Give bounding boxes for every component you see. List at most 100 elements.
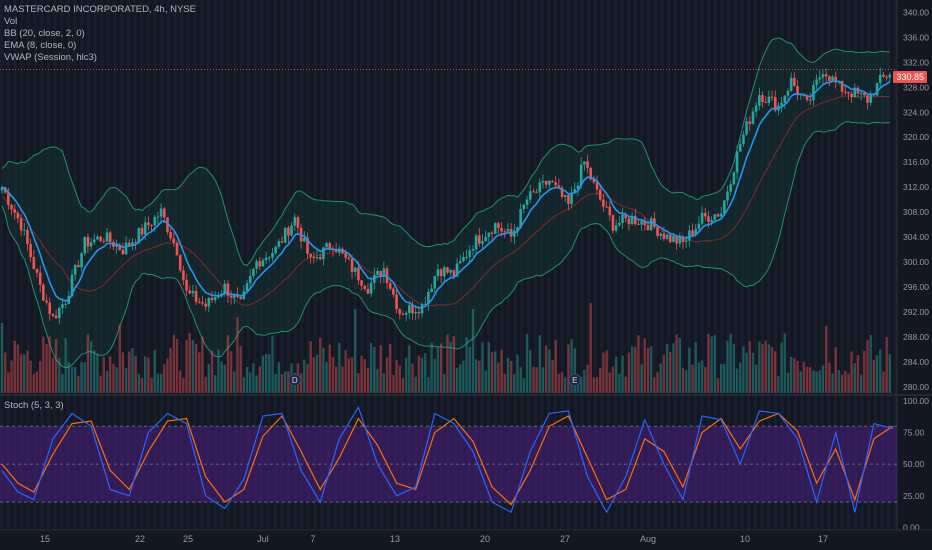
volume-bar [226,335,230,393]
session-band [446,0,451,530]
volume-bar [338,342,341,393]
session-band [833,0,838,530]
volume-bar [287,371,290,393]
volume-bar [522,377,526,393]
candle-body [828,76,831,82]
candle-body [847,91,850,94]
session-band [753,0,758,530]
candle-body [455,263,459,277]
event-marker-E [568,373,582,387]
legend-vol: Vol [4,16,18,27]
candle-body [379,271,382,277]
volume-bar [51,357,55,393]
candle-body [153,216,157,226]
volume-bar [392,374,395,393]
volume-bar [834,347,837,393]
volume-bar [700,360,704,393]
candle-body [92,239,96,243]
candle-body [723,200,726,214]
candle-body [312,256,316,259]
session-band [326,0,331,530]
volume-bar [347,358,351,393]
volume-bar [277,362,281,393]
volume-bar [45,344,48,393]
session-band [46,0,50,530]
candle-body [573,189,577,193]
candle-body [96,236,99,240]
volume-bar [809,367,812,393]
volume-bar [729,333,732,393]
volume-bar [799,371,802,393]
volume-bar [77,375,80,393]
session-band [533,0,537,530]
volume-bar [579,377,583,393]
session-band [266,0,271,530]
session-band [727,0,731,530]
volume-bar [19,354,23,393]
session-band [346,0,351,530]
candle-body [16,212,20,219]
session-band [60,0,64,530]
y-tick-label: 288.00 [903,332,929,342]
candle-body [548,180,551,185]
y-tick-label: 336.00 [903,32,929,42]
candle-body [274,246,277,254]
candle-body [866,95,869,103]
volume-bar [42,336,45,393]
candle-body [306,237,309,254]
volume-bar [602,352,605,393]
candle-body [344,253,347,258]
candle-body [3,187,7,193]
volume-bar [439,343,443,393]
candle-body [497,223,500,228]
volume-bar [414,376,417,393]
volume-bar [274,373,277,393]
candle-body [207,297,211,307]
candle-body [468,250,472,257]
candle-body [821,74,825,78]
candle-body [26,229,29,245]
volume-bar [735,368,739,393]
candle-body [201,302,204,304]
volume-bar [334,366,338,393]
session-band [173,0,177,530]
volume-bar [837,370,841,393]
candle-body [732,172,736,185]
volume-bar [443,374,446,393]
candle-body [293,217,297,226]
volume-bar [513,373,516,393]
volume-bar [121,352,125,393]
volume-bar [621,355,624,393]
volume-bar [599,367,602,393]
volume-bar [754,364,758,393]
candle-body [703,212,707,217]
candle-body [204,303,207,307]
candle-body [637,223,640,225]
session-band [220,0,224,530]
session-band [800,0,804,530]
volume-bar [532,366,535,393]
session-band [807,0,811,530]
candle-body [789,77,793,92]
candle-body [376,271,379,275]
volume-bar [341,366,344,393]
session-band [893,0,898,530]
candle-body [54,315,58,319]
session-band [540,0,544,530]
volume-bar [831,373,834,393]
candle-body [713,214,717,220]
session-band [6,0,10,530]
volume-bar [605,350,608,393]
volume-bar [198,352,201,393]
session-band [673,0,677,530]
candle-body [325,243,328,248]
volume-bar [719,363,723,393]
session-band [613,0,617,530]
candle-body [697,223,701,229]
session-band [420,0,424,530]
candle-body [729,184,733,192]
session-band [460,0,464,530]
candle-body [452,269,456,277]
volume-bar [328,344,331,393]
